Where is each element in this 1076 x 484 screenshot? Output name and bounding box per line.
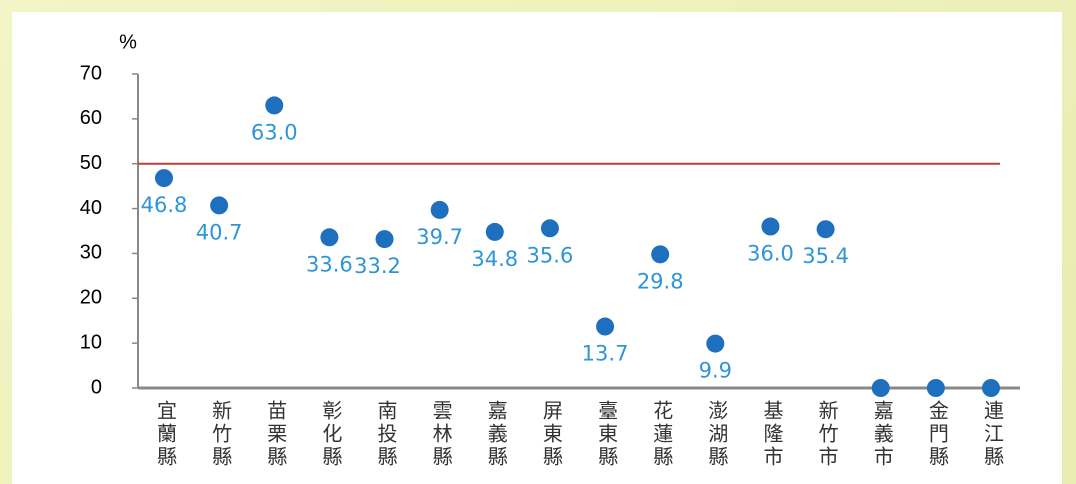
x-tick-label: 連江縣 [981, 400, 1005, 469]
x-tick-label: 彰化縣 [319, 400, 343, 469]
y-tick-label: 40 [80, 197, 102, 219]
value-label: 13.7 [582, 342, 629, 366]
value-label: 63.0 [251, 120, 298, 144]
x-tick-label: 花蓮縣 [650, 400, 674, 469]
y-tick-label: 50 [80, 152, 102, 174]
value-label: 46.8 [141, 193, 188, 217]
value-label: 40.7 [196, 220, 243, 244]
value-label: 36.0 [747, 242, 794, 266]
dot [210, 196, 229, 215]
dot [155, 169, 173, 188]
x-tick-label: 新竹市 [815, 400, 839, 469]
dot [596, 317, 615, 336]
value-label: 33.2 [354, 254, 401, 278]
x-tick-label: 屏東縣 [539, 400, 563, 469]
x-tick-label: 澎湖縣 [705, 400, 729, 469]
x-tick-label: 嘉義市 [870, 400, 894, 469]
value-label: 33.6 [306, 252, 353, 276]
dot [485, 222, 504, 241]
y-tick-label: 30 [80, 242, 102, 264]
y-axis-label: % [119, 31, 137, 53]
dot [375, 230, 394, 249]
x-tick-label: 金門縣 [925, 400, 949, 469]
x-tick-label: 雲林縣 [429, 400, 453, 469]
dot [540, 219, 559, 238]
dot [651, 245, 670, 264]
value-label: 34.8 [471, 247, 518, 271]
panel [12, 12, 1062, 484]
dot [982, 379, 1000, 397]
y-tick-label: 10 [80, 331, 102, 353]
x-tick-label: 臺東縣 [595, 400, 619, 469]
value-label: 9.9 [699, 359, 732, 383]
dot [816, 220, 835, 239]
dot [320, 228, 339, 247]
y-tick-label: 20 [80, 287, 102, 309]
y-tick-label: 60 [80, 107, 102, 129]
x-tick-label: 新竹縣 [209, 400, 233, 469]
x-tick-label: 苗栗縣 [264, 400, 288, 469]
x-tick-label: 南投縣 [374, 400, 398, 469]
value-label: 39.7 [416, 225, 463, 249]
x-tick-label: 嘉義縣 [484, 400, 508, 469]
dot [265, 96, 284, 115]
y-tick-label: 0 [91, 376, 102, 398]
value-label: 35.6 [527, 243, 574, 267]
value-label: 29.8 [637, 269, 684, 293]
dot [430, 200, 449, 219]
dot [871, 379, 890, 397]
dot [761, 217, 780, 236]
y-tick-label: 70 [80, 62, 102, 84]
x-tick-label: 宜蘭縣 [154, 400, 178, 469]
x-tick-label: 基隆市 [760, 400, 784, 469]
dot [926, 379, 945, 397]
value-label: 35.4 [802, 244, 849, 268]
dot [706, 334, 725, 353]
